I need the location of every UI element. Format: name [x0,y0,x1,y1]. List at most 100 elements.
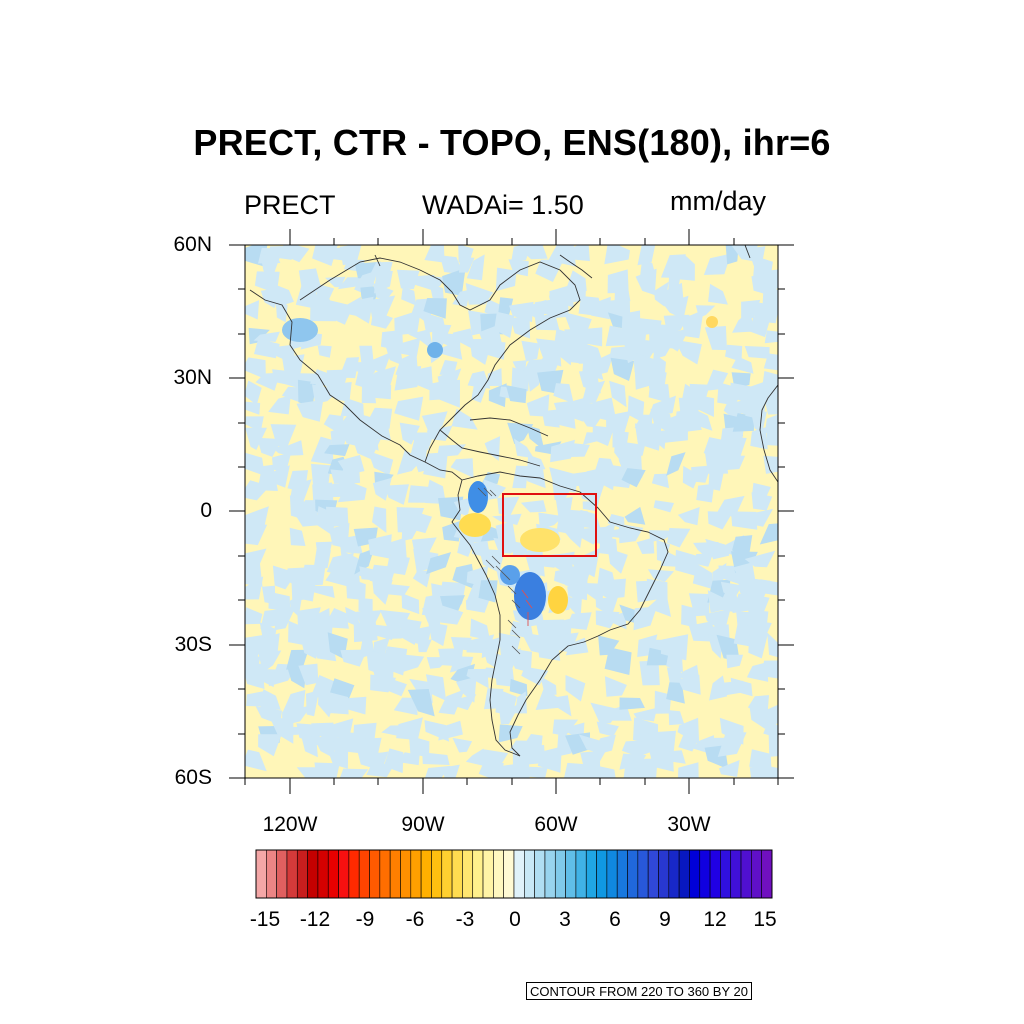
field-cell [730,677,753,697]
field-cell [606,410,631,433]
field-cell [744,346,770,359]
field-cell [423,452,448,479]
field-cell [372,282,394,300]
field-cell [394,309,421,336]
field-cell [596,721,619,737]
colorbar-label: 0 [509,908,521,931]
field-cell [442,268,466,296]
field-cell [582,501,599,512]
colorbar-label: -12 [299,908,331,931]
field-cell [627,395,645,423]
field-cell [565,675,586,702]
field-cell [717,495,745,518]
field-cell [748,633,768,659]
field-cell [422,752,450,765]
field-cell [394,337,421,357]
field-cell [633,606,658,631]
field-cell [367,450,394,476]
field-cell [494,311,515,338]
field-cell [609,380,627,408]
field-cell [325,382,352,403]
units-label: mm/day [670,186,767,216]
field-cell [607,611,627,630]
field-cell [298,576,317,602]
field-cell [763,719,778,738]
field-cell [268,591,291,612]
field-cell [535,259,564,282]
field-cell [677,507,700,526]
field-cell [528,766,548,778]
field-cell [694,552,714,567]
field-cell [766,428,778,446]
field-cell [499,703,521,725]
field-cell [275,298,288,323]
field-cell [515,691,527,714]
colorbar-label: -15 [249,908,281,931]
anomaly-blob [468,481,488,513]
field-cell [283,245,310,263]
field-cell [566,270,587,291]
field-cell [553,383,574,404]
field-cell [764,414,778,434]
field-cell [604,647,632,675]
field-cell [668,710,685,726]
significance-hatching [477,487,521,655]
lon-label-90w: 90W [401,813,445,836]
field-cell [425,674,447,701]
field-cell [744,550,776,568]
colorbar-swatch [565,849,577,899]
field-cell [667,528,691,548]
field-cell [537,746,562,773]
field-cell [258,734,282,757]
colorbar-swatch [709,849,721,899]
colorbar-swatch [348,849,360,899]
field-cell [692,563,713,590]
field-cell [245,749,267,772]
field-cell [682,465,699,489]
field-cell [395,653,425,672]
field-cell [709,675,728,701]
field-cell [484,436,501,461]
field-cell [383,748,404,774]
index-label: WADAi= 1.50 [422,190,584,220]
field-cell [688,593,710,617]
field-cell [323,608,349,629]
colorbar-swatch [761,849,773,899]
field-cell [312,482,334,506]
colorbar-swatch [513,849,525,899]
field-cell [510,315,531,339]
field-cell [595,610,620,629]
field-cell [439,340,463,360]
field-cell [366,407,393,429]
field-cell [563,593,583,619]
field-cell [311,463,331,488]
field-cell [746,593,770,619]
field-cell [372,477,392,501]
field-cell [394,396,424,421]
field-cell [494,666,515,687]
anomaly-blob [427,342,443,358]
field-cell [495,267,517,292]
field-cell [506,647,532,673]
colorbar-swatch [668,849,680,899]
colorbar-swatch [338,849,350,899]
field-cell [385,484,409,505]
field-cell [666,452,686,476]
field-cell [412,454,428,473]
field-cell [521,245,548,260]
colorbar-swatch [255,849,267,899]
field-cell [396,717,423,741]
lon-label-30w: 30W [667,813,711,836]
field-cell [297,379,316,408]
field-cell [538,512,564,530]
field-cell [340,397,364,417]
colorbar-swatch [720,849,732,899]
field-cell [353,722,377,743]
field-cell [426,425,453,441]
field-cell [380,646,408,676]
field-cell [310,436,334,465]
field-cell [353,621,378,643]
field-cell [493,537,523,554]
field-cell [663,295,689,320]
field-cell [298,663,319,686]
